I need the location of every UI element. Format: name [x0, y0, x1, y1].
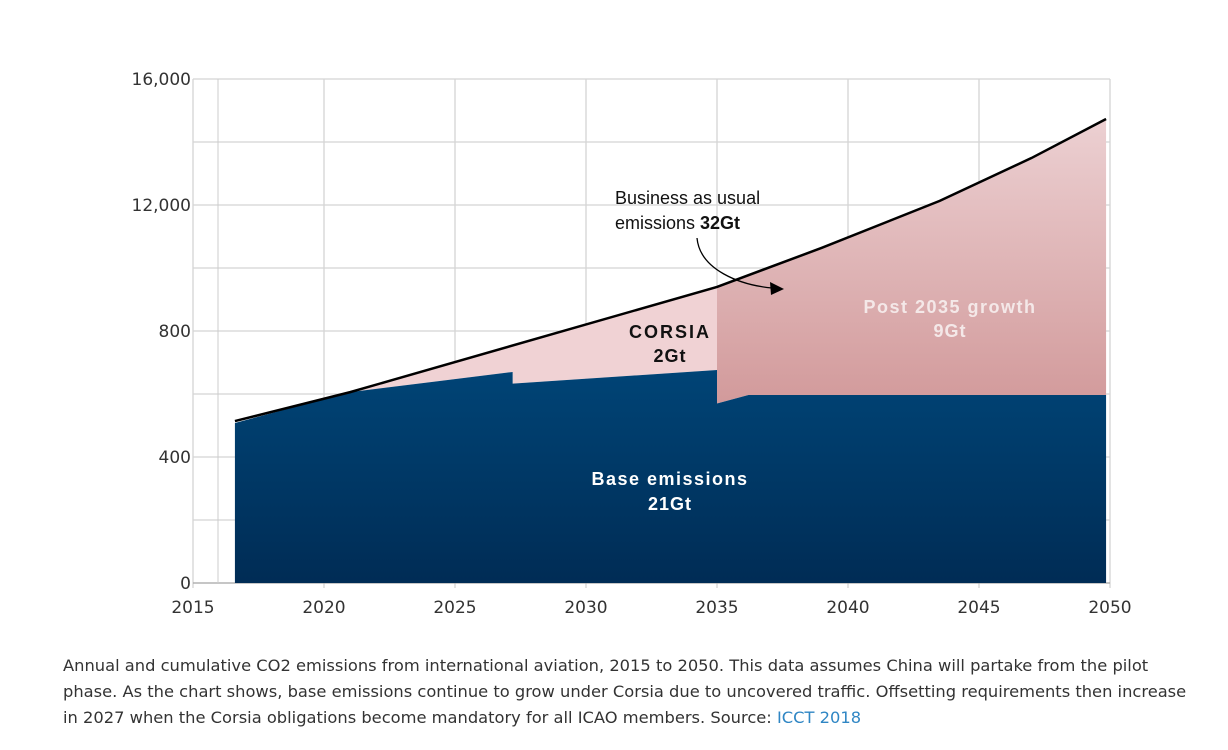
x-tick-label: 2045 — [957, 598, 1000, 618]
bau-label: Business as usual — [615, 188, 760, 208]
corsia-label: CORSIA — [629, 322, 711, 342]
post-2035-area — [717, 119, 1107, 404]
x-tick-label: 2035 — [695, 598, 738, 618]
post-2035-label: Post 2035 growth — [863, 297, 1036, 317]
bau-line — [234, 117, 1107, 423]
annotation-arrow — [696, 237, 773, 289]
y-tick-label: 16,000 — [132, 70, 191, 90]
y-tick-label: 0 — [180, 574, 191, 594]
y-tick-label: 800 — [159, 322, 191, 342]
y-tick-label: 400 — [159, 448, 191, 468]
caption-text: Annual and cumulative CO2 emissions from… — [63, 656, 1187, 727]
emissions-chart: Business as usual emissions 32Gt CORSIA 2Gt… — [132, 70, 1132, 618]
arrow-head-icon — [770, 282, 784, 295]
x-tick-label: 2015 — [171, 598, 214, 618]
bau-label-line2: emissions 32Gt — [615, 213, 740, 233]
x-tick-label: 2020 — [302, 598, 345, 618]
base-emissions-area — [234, 370, 1107, 583]
x-tick-label: 2050 — [1088, 598, 1131, 618]
base-label: Base emissions — [591, 469, 748, 489]
y-tick-label: 12,000 — [132, 196, 191, 216]
chart-caption: Annual and cumulative CO2 emissions from… — [63, 653, 1193, 731]
corsia-value: 2Gt — [653, 346, 686, 366]
post-2035-value: 9Gt — [933, 321, 966, 341]
x-tick-label: 2030 — [564, 598, 607, 618]
source-link[interactable]: ICCT 2018 — [776, 708, 862, 727]
bau-value: 32Gt — [700, 213, 740, 233]
x-tick-label: 2025 — [433, 598, 476, 618]
x-tick-label: 2040 — [826, 598, 869, 618]
base-value: 21Gt — [648, 494, 692, 514]
